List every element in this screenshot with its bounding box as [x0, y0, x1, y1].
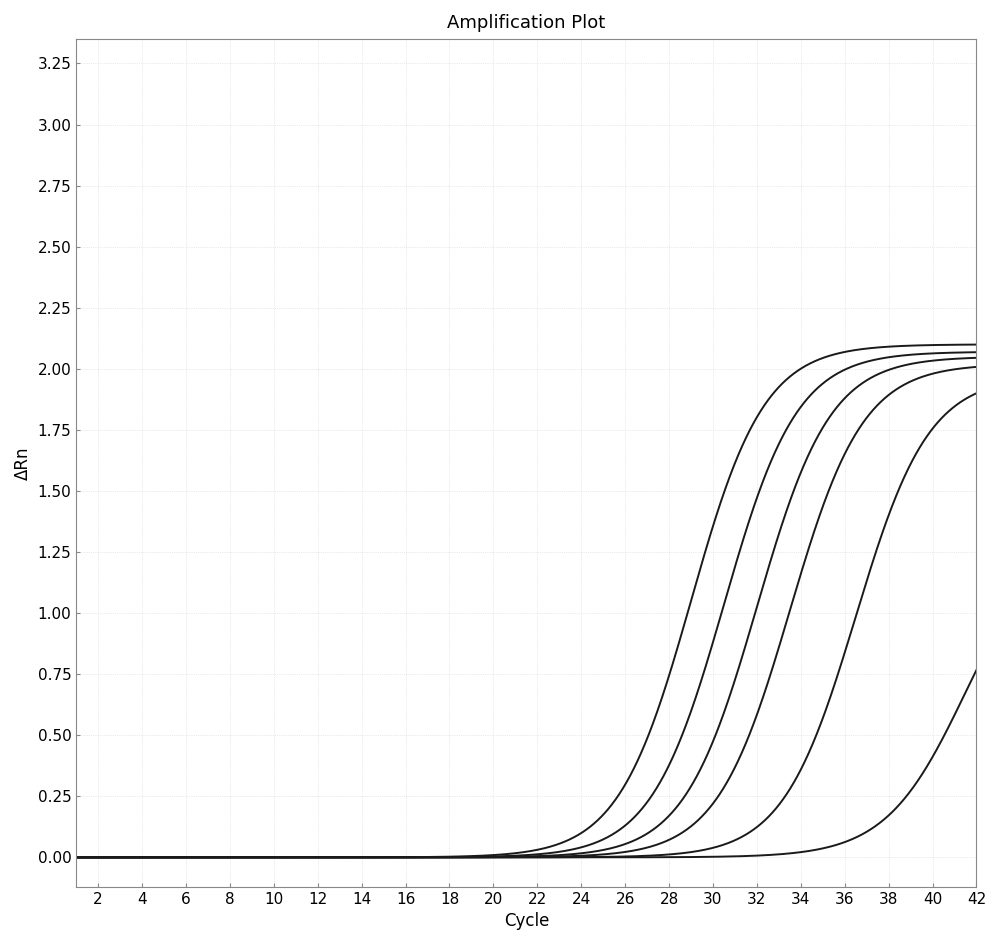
- X-axis label: Cycle: Cycle: [504, 912, 549, 930]
- Y-axis label: ΔRn: ΔRn: [14, 447, 32, 480]
- Title: Amplification Plot: Amplification Plot: [447, 14, 605, 32]
